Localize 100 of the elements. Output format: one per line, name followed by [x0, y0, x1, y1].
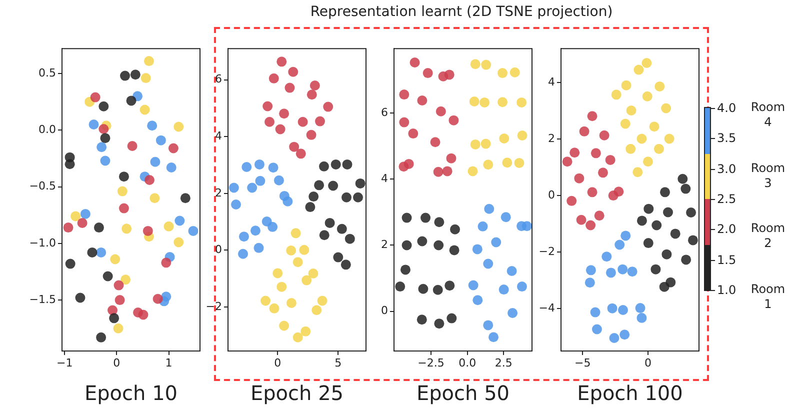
point	[96, 142, 107, 152]
point	[342, 192, 352, 202]
y-tick-label: −2	[206, 300, 222, 313]
point	[626, 144, 636, 154]
point	[586, 220, 596, 230]
point	[422, 68, 433, 78]
point	[188, 226, 198, 236]
point	[299, 244, 310, 255]
y-tick-label: 0	[215, 243, 222, 256]
point	[355, 178, 366, 188]
point	[502, 158, 512, 168]
point	[262, 101, 273, 112]
point	[308, 268, 318, 278]
point	[292, 332, 303, 342]
x-axis-title: Epoch 100	[576, 381, 684, 405]
point	[614, 240, 625, 250]
point	[517, 130, 528, 141]
point	[342, 159, 352, 170]
point	[156, 135, 166, 146]
point	[594, 210, 604, 221]
point	[576, 214, 586, 225]
point	[318, 161, 329, 172]
point	[607, 303, 618, 314]
point	[114, 295, 125, 306]
point	[275, 124, 286, 134]
point	[620, 330, 630, 340]
point	[663, 207, 673, 218]
point	[306, 130, 316, 140]
point	[444, 70, 454, 80]
point	[279, 320, 290, 331]
point	[268, 162, 278, 173]
point	[312, 305, 322, 316]
point	[400, 264, 410, 275]
point	[664, 134, 674, 144]
point	[688, 235, 698, 246]
point	[404, 158, 414, 169]
y-tick-label: 2	[381, 238, 388, 252]
point	[659, 282, 670, 292]
point	[480, 97, 490, 108]
point	[681, 254, 692, 265]
point	[64, 159, 75, 170]
color-bar-label: 2.5	[717, 192, 736, 206]
point	[420, 212, 431, 223]
y-tick-label: 0	[381, 304, 388, 318]
point	[250, 226, 260, 236]
point	[678, 174, 688, 184]
point	[618, 305, 628, 316]
point	[449, 245, 460, 256]
point	[662, 249, 672, 260]
point	[284, 82, 295, 93]
color-bar-label: 4.0	[717, 101, 736, 115]
point	[649, 122, 660, 132]
point	[590, 148, 601, 158]
point	[491, 237, 502, 248]
x-tick-label: 0.0	[458, 356, 476, 370]
point	[288, 66, 298, 77]
text: Room 3	[750, 160, 786, 191]
point	[587, 111, 598, 122]
point	[643, 238, 654, 248]
point	[142, 226, 153, 236]
point	[117, 186, 128, 196]
point	[579, 126, 590, 136]
point	[96, 247, 106, 258]
x-axis-title: Epoch 10	[83, 381, 179, 405]
point	[75, 292, 86, 303]
point	[470, 139, 480, 150]
x-tick-label: −1	[56, 356, 73, 370]
point	[302, 275, 312, 286]
point	[152, 294, 163, 304]
point	[618, 264, 628, 274]
point	[448, 115, 459, 126]
y-tick-label: 6	[381, 106, 388, 119]
point	[174, 122, 184, 132]
point	[652, 220, 662, 230]
point	[88, 119, 99, 130]
point	[96, 332, 106, 342]
point	[472, 295, 483, 306]
point	[164, 221, 174, 232]
point	[614, 186, 624, 197]
point	[286, 298, 296, 308]
point	[430, 137, 440, 148]
point	[63, 222, 74, 233]
point	[102, 271, 113, 282]
text: Representation learnt (2D TSNE projection)	[309, 4, 614, 20]
text: Room 1	[750, 282, 786, 312]
point	[562, 156, 572, 167]
point	[444, 280, 455, 291]
point	[416, 314, 427, 325]
point	[574, 173, 584, 184]
point	[228, 182, 239, 193]
point	[434, 240, 444, 250]
point	[110, 254, 120, 264]
point	[446, 313, 457, 324]
point	[300, 326, 311, 336]
point	[469, 96, 480, 106]
point	[166, 162, 176, 173]
point	[626, 105, 636, 116]
point	[570, 148, 580, 158]
point	[632, 167, 643, 178]
point	[483, 320, 494, 330]
